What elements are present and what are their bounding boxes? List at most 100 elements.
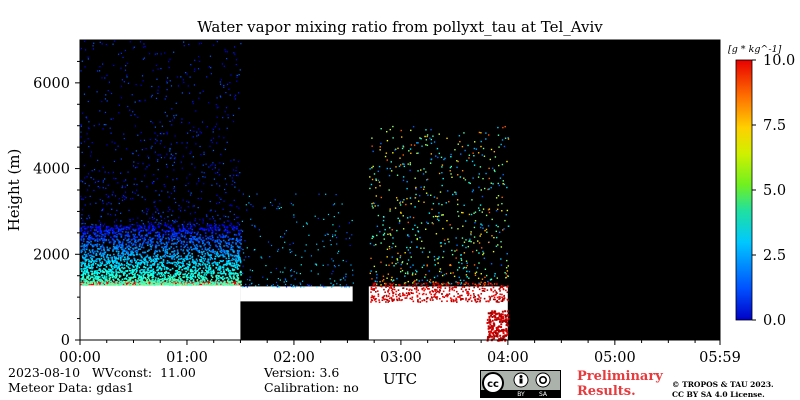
heatmap-cell bbox=[139, 100, 141, 102]
heatmap-cell bbox=[179, 271, 182, 274]
heatmap-cell bbox=[421, 293, 424, 296]
heatmap-cell bbox=[85, 253, 88, 256]
heatmap-cell bbox=[204, 243, 206, 246]
heatmap-cell bbox=[159, 240, 161, 243]
heatmap-cell bbox=[494, 156, 497, 158]
heatmap-cell bbox=[160, 157, 163, 159]
heatmap-cell bbox=[124, 258, 126, 261]
plot-area bbox=[79, 39, 721, 342]
heatmap-cell bbox=[177, 273, 180, 276]
heatmap-cell bbox=[325, 286, 327, 288]
heatmap-cell bbox=[489, 296, 492, 299]
heatmap-cell bbox=[399, 271, 402, 273]
heatmap-cell bbox=[156, 208, 158, 210]
heatmap-cell bbox=[473, 141, 476, 143]
heatmap-cell bbox=[223, 84, 225, 87]
heatmap-cell bbox=[189, 281, 192, 283]
heatmap-cell bbox=[502, 332, 505, 335]
heatmap-cell bbox=[146, 211, 149, 213]
heatmap-cell bbox=[504, 271, 506, 274]
heatmap-cell bbox=[225, 234, 228, 237]
heatmap-cell bbox=[398, 297, 400, 300]
colorbar: [g * kg^-1] 0.02.55.07.510.0 bbox=[728, 44, 795, 329]
heatmap-cell bbox=[121, 270, 123, 273]
heatmap-cell bbox=[128, 209, 130, 211]
heatmap-cell bbox=[486, 337, 489, 340]
heatmap-cell bbox=[95, 272, 97, 274]
heatmap-cell bbox=[338, 225, 341, 227]
heatmap-cell bbox=[381, 299, 384, 302]
heatmap-cell bbox=[157, 160, 159, 162]
heatmap-cell bbox=[417, 142, 419, 144]
heatmap-cell bbox=[217, 226, 219, 229]
heatmap-cell bbox=[385, 301, 387, 303]
heatmap-cell bbox=[453, 289, 456, 292]
heatmap-cell bbox=[223, 255, 226, 258]
heatmap-cell bbox=[143, 269, 146, 271]
heatmap-cell bbox=[237, 251, 240, 253]
heatmap-cell bbox=[185, 147, 187, 149]
heatmap-cell bbox=[121, 230, 124, 233]
heatmap-cell bbox=[84, 204, 86, 206]
heatmap-cell bbox=[210, 224, 213, 227]
heatmap-cell bbox=[109, 280, 112, 283]
heatmap-cell bbox=[175, 114, 177, 116]
heatmap-cell bbox=[373, 265, 376, 268]
heatmap-cell bbox=[105, 226, 108, 228]
heatmap-cell bbox=[380, 284, 382, 286]
heatmap-cell bbox=[115, 276, 117, 278]
heatmap-cell bbox=[109, 247, 111, 250]
heatmap-cell bbox=[455, 191, 457, 194]
heatmap-cell bbox=[400, 299, 402, 302]
heatmap-cell bbox=[95, 260, 98, 263]
heatmap-cell bbox=[438, 286, 441, 289]
heatmap-cell bbox=[182, 230, 185, 232]
heatmap-cell bbox=[218, 283, 220, 286]
heatmap-cell bbox=[429, 162, 432, 164]
heatmap-cell bbox=[179, 265, 182, 268]
heatmap-cell bbox=[214, 255, 217, 258]
heatmap-cell bbox=[322, 285, 324, 287]
heatmap-cell bbox=[142, 258, 145, 260]
heatmap-cell bbox=[186, 177, 188, 179]
heatmap-cell bbox=[188, 264, 191, 266]
heatmap-cell bbox=[124, 198, 126, 201]
heatmap-cell bbox=[82, 219, 84, 221]
heatmap-cell bbox=[445, 202, 447, 204]
heatmap-cell bbox=[208, 225, 211, 227]
heatmap-cell bbox=[144, 276, 147, 279]
heatmap-cell bbox=[123, 133, 125, 135]
heatmap-cell bbox=[200, 256, 203, 259]
heatmap-cell bbox=[220, 270, 222, 273]
heatmap-cell bbox=[211, 281, 214, 284]
heatmap-cell bbox=[426, 135, 428, 138]
heatmap-cell bbox=[121, 264, 124, 266]
heatmap-cell bbox=[331, 286, 333, 288]
heatmap-cell bbox=[191, 253, 193, 255]
heatmap-cell bbox=[235, 264, 238, 266]
heatmap-cell bbox=[155, 277, 157, 279]
heatmap-cell bbox=[234, 273, 237, 275]
heatmap-cell bbox=[128, 245, 130, 248]
heatmap-cell bbox=[415, 188, 417, 190]
heatmap-cell bbox=[190, 278, 192, 281]
heatmap-cell bbox=[371, 237, 373, 240]
heatmap-cell bbox=[438, 152, 441, 155]
heatmap-cell bbox=[345, 273, 347, 275]
heatmap-cell bbox=[228, 275, 231, 277]
heatmap-cell bbox=[105, 124, 107, 126]
heatmap-cell bbox=[399, 293, 401, 295]
heatmap-cell bbox=[446, 293, 448, 296]
heatmap-cell bbox=[136, 166, 138, 168]
heatmap-cell bbox=[216, 240, 219, 243]
heatmap-cell bbox=[113, 177, 115, 179]
heatmap-cell bbox=[495, 209, 498, 212]
heatmap-cell bbox=[216, 254, 219, 257]
heatmap-cell bbox=[226, 245, 229, 247]
heatmap-cell bbox=[113, 253, 115, 256]
heatmap-cell bbox=[231, 259, 233, 261]
heatmap-cell bbox=[218, 224, 221, 227]
heatmap-cell bbox=[169, 227, 172, 229]
heatmap-cell bbox=[96, 234, 99, 237]
heatmap-cell bbox=[106, 230, 109, 233]
